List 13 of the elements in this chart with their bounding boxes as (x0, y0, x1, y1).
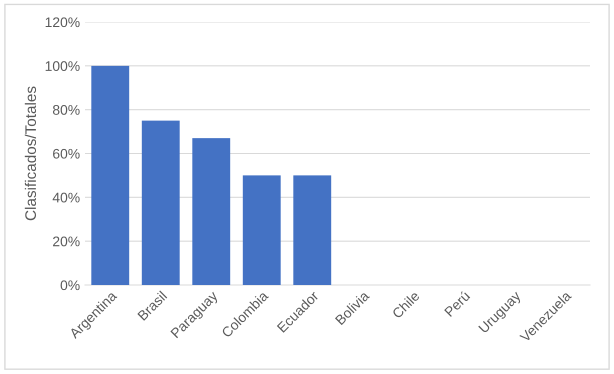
y-axis-title: Clasificados/Totales (24, 86, 36, 220)
y-tick-label: 120% (46, 17, 80, 28)
y-tick-label: 0% (60, 280, 80, 290)
y-tick-label: 20% (53, 236, 80, 246)
bar (142, 120, 180, 285)
bar (192, 138, 230, 285)
bar (242, 175, 281, 285)
y-tick-label: 100% (46, 61, 80, 72)
bar (293, 175, 332, 285)
y-tick-label: 60% (53, 148, 80, 159)
bar (91, 66, 130, 285)
y-tick-label: 80% (52, 105, 80, 115)
y-tick-label: 40% (52, 192, 80, 203)
